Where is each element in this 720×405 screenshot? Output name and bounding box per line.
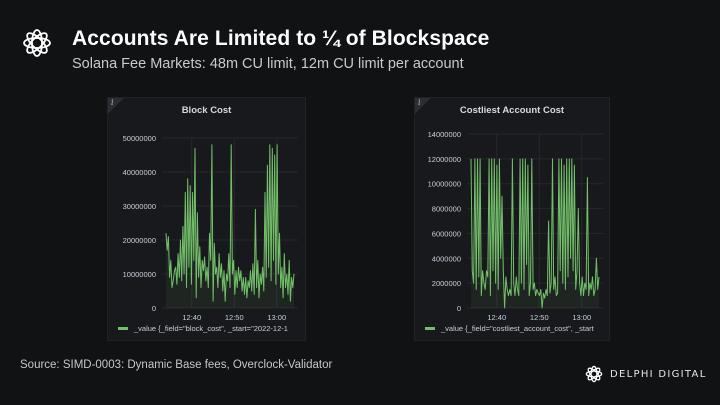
y-tick-label: 6000000 <box>432 229 461 238</box>
y-tick-label: 20000000 <box>123 236 156 245</box>
y-tick-label: 12000000 <box>428 155 461 164</box>
info-icon[interactable]: i <box>108 98 124 114</box>
y-tick-label: 40000000 <box>123 168 156 177</box>
costliest-account-panel: i Costliest Account Cost 0 2000000 4000000… <box>414 97 610 341</box>
y-tick-label: 50000000 <box>123 134 156 143</box>
costliest-account-chart: 0 2000000 4000000 6000000 8000000 10000000 120… <box>425 130 603 333</box>
y-tick-label: 30000000 <box>123 202 156 211</box>
brand-logo: DELPHI DIGITAL <box>584 364 707 384</box>
page-subtitle: Solana Fee Markets: 48m CU limit, 12m CU… <box>72 56 464 72</box>
legend-label[interactable]: _value {_field="costliest_account_cost",… <box>440 324 595 333</box>
x-tick-label: 12:40 <box>182 313 201 322</box>
block-cost-chart: 0 10000000 20000000 30000000 40000000 5000000… <box>118 134 298 333</box>
legend-swatch <box>118 327 128 330</box>
y-tick-label: 8000000 <box>432 205 461 214</box>
legend-label[interactable]: _value {_field="block_cost", _start="202… <box>133 324 288 333</box>
block-cost-panel: i Block Cost 0 10000000 20000000 30000000 40… <box>107 97 306 341</box>
x-tick-label: 12:50 <box>225 313 244 322</box>
source-note: Source: SIMD-0003: Dynamic Base fees, Ov… <box>20 359 333 371</box>
y-tick-label: 10000000 <box>428 180 461 189</box>
y-tick-label: 14000000 <box>428 130 461 139</box>
info-icon[interactable]: i <box>415 98 431 114</box>
x-tick-label: 12:40 <box>487 313 506 322</box>
legend-swatch <box>425 327 435 330</box>
page-title: Accounts Are Limited to ¼ of Blockspace <box>72 27 490 50</box>
y-tick-label: 10000000 <box>123 270 156 279</box>
x-tick-label: 12:50 <box>530 313 549 322</box>
y-tick-label: 0 <box>457 304 461 313</box>
panel-title: Costliest Account Cost <box>459 105 565 116</box>
x-tick-label: 13:00 <box>267 313 286 322</box>
panel-title: Block Cost <box>181 105 232 116</box>
x-tick-label: 13:00 <box>572 313 591 322</box>
brand-name: DELPHI DIGITAL <box>610 368 707 380</box>
series-line <box>470 158 600 309</box>
y-tick-label: 0 <box>152 304 156 313</box>
series-line <box>165 144 295 302</box>
y-tick-label: 2000000 <box>432 279 461 288</box>
delphi-flower-icon <box>23 29 51 57</box>
y-tick-label: 4000000 <box>432 254 461 263</box>
delphi-flower-icon <box>585 365 603 383</box>
